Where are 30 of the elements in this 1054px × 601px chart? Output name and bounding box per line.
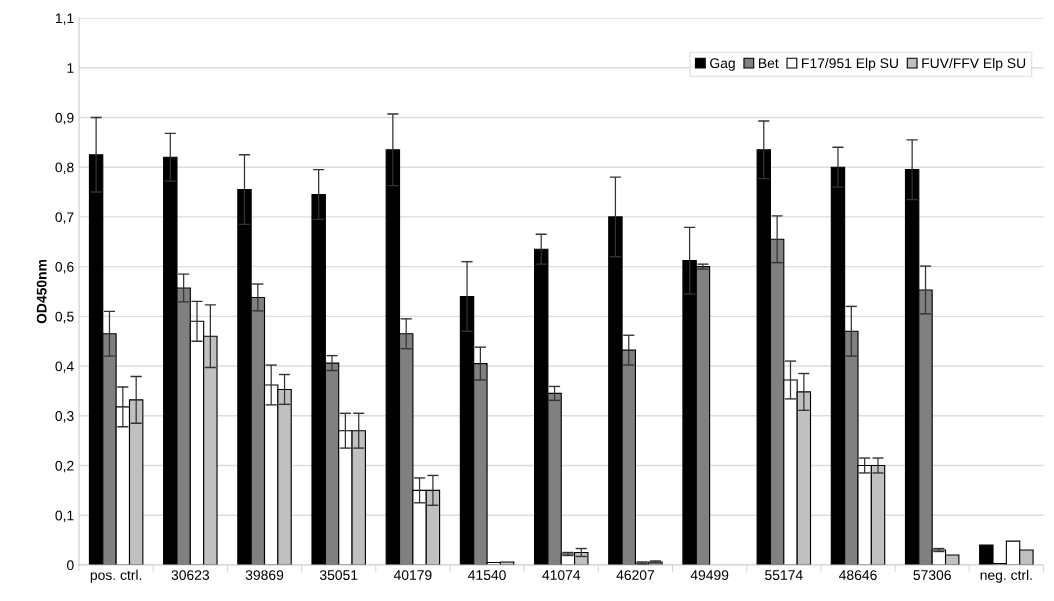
y-tick-label: 0,3: [55, 411, 74, 423]
y-tick-label: 0,7: [55, 212, 74, 224]
y-tick-label: 0,4: [55, 361, 74, 373]
y-tick-label: 1: [67, 63, 74, 73]
y-axis-title: OD450nm: [36, 259, 47, 324]
x-tick-label: 41540: [468, 570, 506, 580]
y-tick-label: 0,8: [55, 162, 74, 174]
y-tick-label: 0,2: [55, 460, 74, 473]
x-tick-label: 57306: [913, 570, 951, 580]
x-tick-label: 46207: [616, 570, 655, 580]
y-tick-label: 0,6: [55, 261, 74, 274]
legend-label: Bet: [758, 58, 779, 69]
y-tick-label: 0,1: [55, 510, 74, 523]
y-tick-label: 1,1: [55, 13, 74, 25]
x-tick-label: 55174: [765, 570, 803, 580]
legend-label: FUV/FFV Elp SU: [922, 57, 1026, 71]
legend-label: Gag: [710, 58, 735, 71]
x-tick-label: 49499: [690, 570, 729, 580]
x-tick-label: pos. ctrl.: [90, 569, 142, 583]
legend-label: F17/951 Elp SU: [802, 57, 898, 71]
x-tick-label: neg. ctrl.: [980, 569, 1032, 583]
x-tick-label: 40179: [393, 570, 432, 580]
x-tick-label: 35051: [319, 570, 358, 580]
y-tick-label: 0: [67, 560, 74, 571]
y-tick-label: 0,5: [55, 311, 74, 324]
x-tick-label: 41074: [542, 570, 581, 580]
x-tick-label: 39869: [245, 570, 284, 580]
x-tick-label: 48646: [839, 570, 877, 580]
y-tick-label: 0,9: [55, 112, 74, 125]
x-tick-label: 30623: [171, 570, 210, 580]
